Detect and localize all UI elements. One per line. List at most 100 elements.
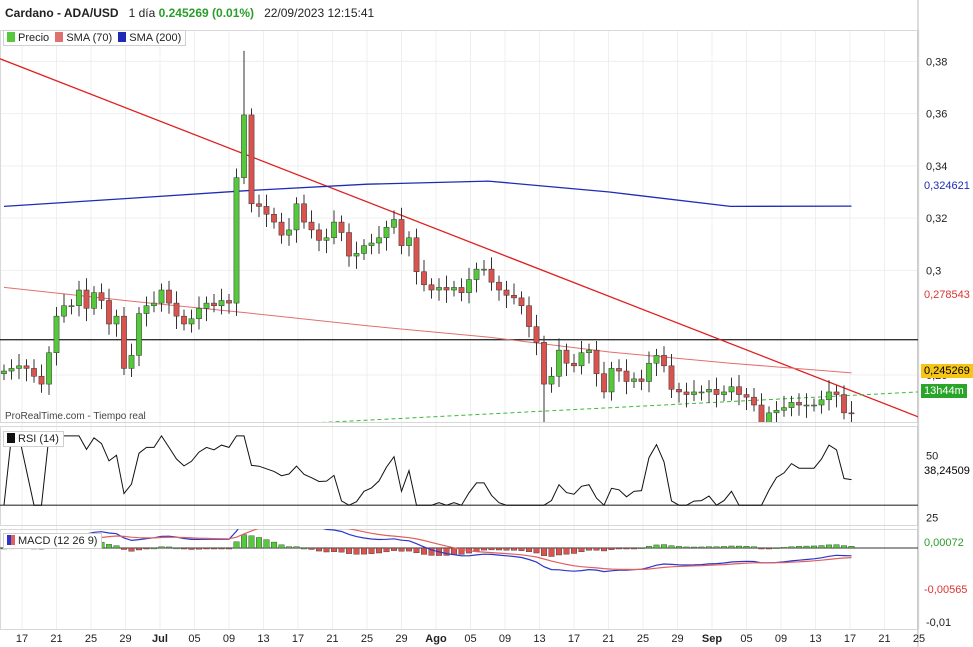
macd-histogram-bar [631,547,638,550]
legend-macd[interactable]: MACD (12 26 9) [3,533,103,549]
x-tick-label: 29 [671,633,683,645]
macd-histogram-bar [413,547,420,554]
rsi-tick-label: 25 [926,513,938,525]
x-tick-label: Jul [152,633,168,645]
candle-body [556,349,562,377]
candle-body [608,368,615,393]
candle-body [436,287,442,291]
y-tick-label: 0,34 [926,161,947,173]
macd-histogram-bar [210,547,217,550]
macd-histogram-bar [706,546,713,549]
candle-body [713,389,720,395]
x-tick-label: 17 [16,633,28,645]
macd-panel-frame [0,529,918,630]
macd-histogram-bar [781,547,788,549]
candle-body [428,284,435,291]
main-panel-frame [0,30,918,423]
x-tick-label: 05 [740,633,752,645]
candle-body [68,305,75,307]
macd-value-tag: -0,00565 [921,583,971,597]
timeframe[interactable]: 1 día [128,6,156,20]
price-value-tag: 0,245269 [921,364,973,378]
candle-body [338,221,345,233]
macd-histogram-bar [526,547,533,552]
macd-histogram-bar [256,537,263,549]
macd-histogram-bar [713,546,720,549]
candle-body [353,253,360,257]
macd-histogram-bar [286,546,293,549]
legend-macd-label: MACD (12 26 9) [18,535,98,547]
x-tick-label: 13 [257,633,269,645]
instrument-name: Cardano - ADA/USD [5,6,119,20]
candle-body [8,368,15,372]
sma200-value-tag: 0,324621 [921,179,973,193]
candle-body [668,365,675,390]
macd-histogram-bar [556,547,563,556]
macd-histogram-bar [248,535,255,549]
axis-labels: 17 21 25 29 Jul 05 09 13 17 21 25 29 Ago 05 09 13 17 21 25… [16,56,951,645]
candle-body [91,292,97,309]
y-tick-label: 0,32 [926,213,947,225]
watermark: ProRealTime.com - Tiempo real [5,411,146,422]
price-swatch-icon [7,32,15,42]
candle-body [623,370,630,382]
price-change: (0.01%) [212,6,255,20]
macd-histogram-bar [383,547,390,553]
macd-histogram-bar [766,547,773,550]
macd-histogram-bar [173,547,180,550]
rsi-tick-label: 50 [926,451,938,463]
macd-histogram-bar [143,547,150,550]
macd-histogram-bar [278,544,285,549]
macd-histogram-bar [818,545,825,549]
legend-rsi[interactable]: RSI (14) [3,431,64,447]
x-tick-label: 17 [292,633,304,645]
macd-histogram-bar [661,544,668,549]
candle-body [368,242,375,246]
macd-histogram-bar [240,534,247,549]
sma200-swatch-icon [118,32,127,42]
candle-body [818,399,825,406]
candle-body [488,268,495,283]
macd-histogram-bar [563,547,570,555]
legend-sma200: SMA (200) [129,32,182,44]
sma70-value-tag: 0,278543 [921,288,973,302]
macd-histogram-bar [533,547,540,554]
macd-histogram-bar [488,547,495,551]
macd-histogram-bar [503,547,510,551]
candle-body [83,289,90,309]
candle-body [473,268,480,280]
candle-body [263,206,270,215]
macd-histogram-bar [443,547,450,556]
macd-histogram-bar [128,547,135,552]
macd-histogram-bar [773,547,780,549]
candle-body [518,297,525,306]
macd-swatch-icon [7,535,15,545]
macd-histogram-bar [646,546,653,549]
candle-body [848,412,855,415]
macd-histogram-bar [406,547,413,552]
candle-body [158,289,165,304]
x-tick-label: 25 [637,633,649,645]
legend-rsi-label: RSI (14) [18,433,59,445]
main-overlay-lines [0,58,918,422]
candle-body [601,373,607,393]
legend-main[interactable]: Precio SMA (70) SMA (200) [3,30,187,46]
candle-body [706,389,712,393]
candle-body [503,289,510,296]
candle-body [256,203,262,207]
macd-histogram-bar [308,547,315,550]
y-tick-label: 0,36 [926,109,947,121]
macd-histogram-bar [736,545,743,549]
macd-histogram-bar [586,547,593,551]
candle-body [661,355,667,367]
candle-body [676,389,682,393]
candle-body [811,404,817,407]
candle-body [308,221,315,231]
candle-body [113,315,120,325]
candle-body [796,402,802,406]
candle-body [76,289,82,306]
x-tick-label: 09 [223,633,235,645]
x-tick-label: 17 [844,633,856,645]
candle-body [788,402,795,408]
x-tick-label: 13 [533,633,545,645]
